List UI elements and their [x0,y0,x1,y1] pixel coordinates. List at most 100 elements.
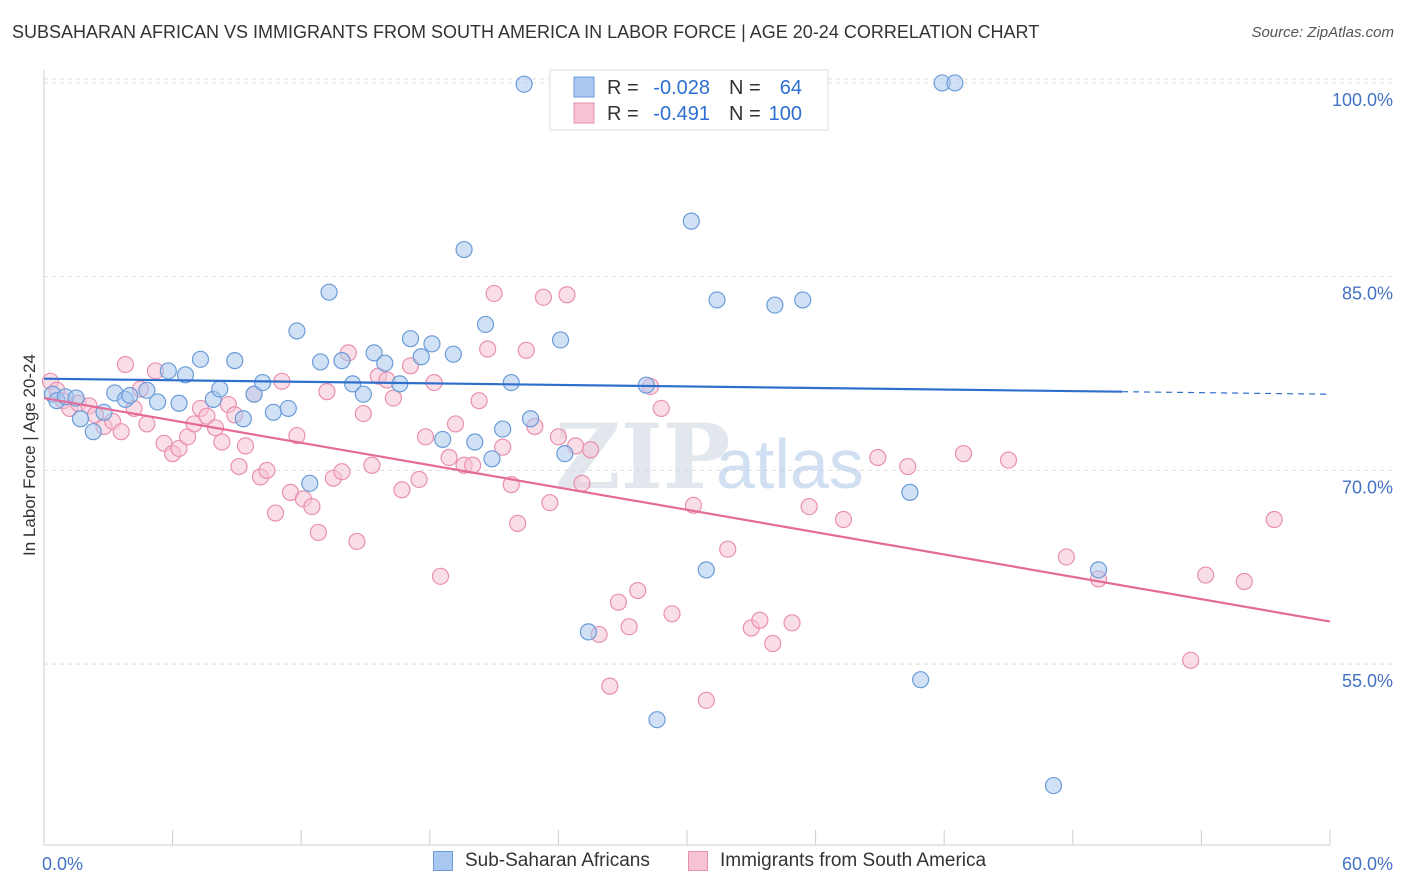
point-south-america [213,433,231,451]
point-south-america [470,392,488,410]
point-subsaharan [901,483,919,501]
point-subsaharan [344,375,362,393]
point-south-america [899,457,917,476]
watermark-zip: ZIP [555,404,730,510]
point-subsaharan [697,561,715,579]
point-subsaharan [254,373,272,392]
point-subsaharan [226,352,244,370]
source-note: Source: ZipAtlas.com [1251,24,1394,41]
point-subsaharan [333,352,351,370]
legend-swatch-pink [573,102,595,124]
point-subsaharan [401,330,420,348]
legend-n-label-2: N = [729,103,761,125]
point-south-america [541,494,559,512]
top-legend: R = -0.028 N = 64 R = -0.491 N = 100 [549,69,829,131]
point-south-america [697,691,715,709]
point-south-america [410,470,428,489]
point-south-america [549,428,568,446]
point-south-america [1197,566,1215,584]
point-subsaharan [556,445,574,463]
point-subsaharan [138,381,156,399]
point-south-america [834,510,853,529]
point-subsaharan [648,711,666,729]
point-subsaharan [444,345,462,363]
point-south-america [629,581,647,600]
point-south-america [112,423,130,441]
legend-r-label-1: R = [607,77,639,99]
point-south-america [384,389,402,407]
point-subsaharan [946,74,964,92]
point-subsaharan [354,385,372,403]
point-south-america [494,438,512,456]
point-south-america [354,404,372,423]
legend-r-label-2: R = [607,103,639,125]
point-south-america [236,437,255,455]
point-subsaharan [365,344,383,362]
trend-line-subsaharan [43,377,1123,393]
point-south-america [318,383,336,401]
y-tick-label: 85.0% [1342,284,1393,304]
point-south-america [446,415,465,433]
point-south-america [783,614,801,632]
point-south-america [479,340,497,358]
point-south-america [609,593,628,611]
legend-item-south-america: Immigrants from South America [688,850,986,872]
point-subsaharan [551,331,570,349]
point-south-america [800,497,818,516]
point-south-america [764,634,782,653]
point-subsaharan [311,353,330,371]
point-subsaharan [1044,776,1063,795]
point-subsaharan [515,75,533,93]
point-south-america [309,523,327,542]
point-south-america [198,407,216,425]
point-subsaharan [170,394,188,412]
legend-item-subsaharan: Sub-Saharan Africans [433,850,650,872]
legend-label-subsaharan: Sub-Saharan Africans [465,850,650,871]
point-south-america [601,677,619,695]
point-subsaharan [301,474,319,492]
point-south-america [393,481,411,499]
point-subsaharan [84,423,102,441]
bottom-legend: Sub-Saharan Africans Immigrants from Sou… [0,850,1406,880]
point-subsaharan [423,335,441,353]
point-south-america [719,540,737,558]
point-subsaharan [794,291,812,309]
watermark-atlas: atlas [716,425,864,503]
point-subsaharan [708,291,726,309]
trend-lines [43,377,1331,623]
y-tick-label: 70.0% [1342,477,1393,497]
point-south-america [652,399,670,418]
point-subsaharan [264,403,282,421]
point-south-america [116,355,135,374]
point-south-america [348,532,366,551]
point-subsaharan [148,393,167,411]
point-subsaharan [579,623,598,641]
legend-label-south-america: Immigrants from South America [720,850,987,871]
point-south-america [869,448,887,467]
point-south-america [288,426,306,445]
legend-swatch-subsaharan [433,851,453,871]
gridlines [44,78,1395,665]
point-south-america [663,605,681,623]
point-south-america [363,456,381,474]
legend-r-value-1: -0.028 [653,77,710,99]
point-subsaharan [191,350,210,368]
legend-n-value-2: 100 [769,103,802,125]
series-subsaharan-points [43,74,1108,795]
point-south-america [1182,651,1200,669]
point-subsaharan [912,671,930,689]
point-subsaharan [494,420,512,438]
point-subsaharan [121,386,139,405]
point-south-america [1057,548,1075,566]
point-subsaharan [521,410,540,428]
point-south-america [416,428,435,446]
point-subsaharan [320,283,338,301]
point-subsaharan [434,430,452,449]
point-south-america [1265,510,1283,529]
axes [43,70,1331,846]
point-subsaharan [234,410,252,428]
point-subsaharan [211,380,229,398]
point-subsaharan [502,373,520,392]
chart-title: SUBSAHARAN AFRICAN VS IMMIGRANTS FROM SO… [12,22,1040,42]
point-south-america [170,439,188,458]
